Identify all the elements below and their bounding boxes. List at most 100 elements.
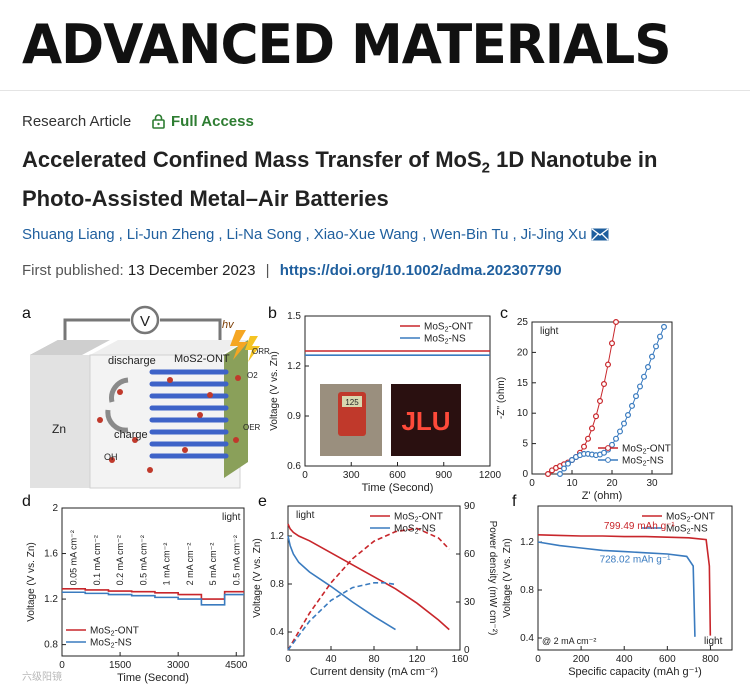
doi-link[interactable]: https://doi.org/10.1002/adma.202307790 (279, 262, 562, 279)
voltmeter-label: V (140, 313, 150, 330)
author-link[interactable]: Shuang Liang (22, 226, 115, 243)
y-tick-label: 25 (517, 317, 529, 328)
author-separator: , (512, 226, 517, 243)
x-tick-label: 0 (529, 478, 535, 489)
legend-label: MoS2-NS (90, 638, 132, 650)
author-list: Shuang Liang, Li-Jun Zheng, Li-Na Song, … (22, 226, 609, 243)
y-tick-label: 15 (517, 378, 529, 389)
rate-label: 0.5 mA cm⁻² (138, 535, 148, 585)
x-tick-label: 1500 (109, 660, 132, 671)
series-line (537, 541, 696, 637)
author-link[interactable]: Ji-Jing Xu (520, 226, 587, 243)
y-tick-label: 1.6 (44, 549, 58, 560)
data-point (600, 449, 607, 456)
data-point (592, 413, 599, 420)
rate-label: 5 mA cm⁻² (208, 543, 218, 586)
x-tick-label: 900 (435, 470, 452, 481)
x-axis-label: Time (Second) (362, 482, 434, 494)
data-point (632, 393, 639, 400)
y2-tick-label: 60 (464, 549, 476, 560)
annotation: light (704, 636, 723, 647)
data-point (620, 420, 627, 427)
mail-icon[interactable] (591, 228, 609, 241)
title-subscript: 2 (481, 159, 491, 177)
author-link[interactable]: Wen-Bin Tu (430, 226, 509, 243)
article-type: Research Article (22, 113, 132, 130)
series-line (287, 527, 450, 651)
data-point (636, 383, 643, 390)
x-axis-label: Z' (ohm) (582, 490, 623, 502)
y-tick-label: 0.8 (44, 640, 58, 651)
x-tick-label: 80 (368, 654, 380, 665)
legend-label: MoS2-ONT (424, 322, 473, 334)
annotation: light (296, 510, 315, 521)
panel-letter: f (512, 493, 517, 510)
author-link[interactable]: Xiao-Xue Wang (313, 226, 419, 243)
panel-a-schematic: a V Zn discharge charge MoS2- (22, 305, 270, 489)
data-point (600, 381, 607, 388)
data-point (608, 340, 615, 347)
x-tick-label: 10 (566, 478, 578, 489)
legend-label: MoS2-NS (394, 524, 436, 536)
divider (0, 90, 750, 91)
orr-label: ORR (252, 347, 270, 356)
data-point (624, 412, 631, 419)
data-point (588, 425, 595, 432)
y-tick-label: 0.8 (520, 585, 534, 596)
figure: a V Zn discharge charge MoS2- (22, 305, 733, 684)
y-tick-label: 0.6 (287, 461, 301, 472)
legend-marker (605, 445, 611, 451)
x-tick-label: 40 (325, 654, 337, 665)
light-bolt-icon (230, 330, 248, 360)
series-line (537, 534, 712, 636)
access-badge: Full Access (152, 113, 254, 130)
legend-label: MoS2-NS (424, 334, 466, 346)
charge-label: charge (114, 429, 148, 441)
y-tick-label: 1.5 (287, 311, 301, 322)
y-tick-label: 0.8 (270, 579, 284, 590)
y-tick-label: 10 (517, 408, 529, 419)
capacity-label: 799.49 mAh g⁻¹ (604, 521, 676, 532)
plot-frame (537, 505, 733, 651)
data-point (544, 471, 551, 478)
x-tick-label: 160 (452, 654, 469, 665)
nanotube-array (149, 369, 229, 459)
data-point (656, 333, 663, 340)
y-axis-label: Voltage (V vs. Zn) (269, 351, 280, 430)
access-label: Full Access (171, 113, 254, 130)
x-axis-label: Time (Second) (117, 672, 189, 684)
legend-label: MoS2-ONT (666, 512, 715, 524)
o2-label: O2 (247, 371, 258, 380)
author-link[interactable]: Li-Jun Zheng (126, 226, 215, 243)
data-point (628, 402, 635, 409)
data-point (644, 363, 651, 370)
y-tick-label: 1.2 (287, 361, 301, 372)
y-tick-label: 1.2 (270, 531, 284, 542)
oh-label: OH (104, 452, 118, 462)
data-point (560, 465, 567, 472)
author-separator: , (118, 226, 123, 243)
data-point (564, 460, 571, 467)
x-tick-label: 800 (702, 654, 719, 665)
series-line (62, 591, 244, 606)
lock-icon (152, 114, 165, 129)
data-point (612, 435, 619, 442)
capacity-label: 728.02 mAh g⁻¹ (600, 554, 672, 565)
rate-label: 0.05 mA cm⁻² (69, 530, 79, 585)
published-label: First published: (22, 262, 124, 279)
discharge-label: discharge (108, 355, 156, 367)
y2-tick-label: 90 (464, 501, 476, 512)
x-axis-label: Specific capacity (mAh g⁻¹) (568, 666, 702, 678)
voltmeter (130, 305, 160, 335)
x-tick-label: 20 (606, 478, 618, 489)
data-point (640, 373, 647, 380)
author-link[interactable]: Li-Na Song (226, 226, 302, 243)
light-bolt-icon (245, 336, 260, 362)
hv-label: hv (222, 319, 235, 331)
data-point (604, 361, 611, 368)
y-tick-label: 2 (52, 503, 58, 514)
x-tick-label: 200 (573, 654, 590, 665)
rate-label: 2 mA cm⁻² (185, 543, 195, 586)
x-tick-label: 1200 (479, 470, 502, 481)
